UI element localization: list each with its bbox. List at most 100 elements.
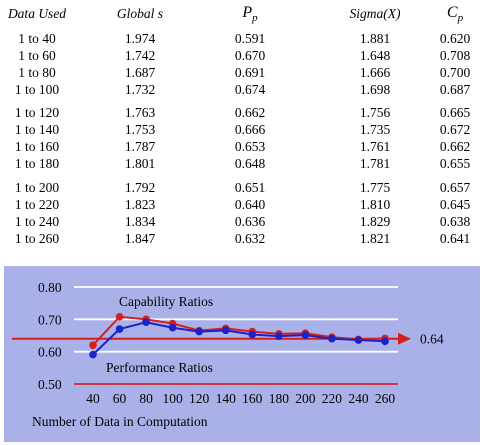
table-cell: 0.632	[234, 231, 266, 246]
header-pp-main: P	[242, 4, 253, 21]
table-cell: 1.834	[124, 214, 156, 229]
table-cell: 1 to 40	[18, 31, 56, 46]
table-cell: 0.648	[234, 156, 266, 171]
x-tick-label: 120	[189, 391, 210, 406]
table-cell: 0.665	[439, 105, 471, 120]
table-cell: 1.792	[124, 180, 156, 195]
table-cell: 1.829	[359, 214, 391, 229]
table-cell: 1.881	[359, 31, 391, 46]
data-point-performance	[115, 325, 124, 333]
table-cell: 0.591	[234, 31, 266, 46]
table-cell: 1 to 120	[14, 105, 60, 120]
y-tick-label: 0.50	[38, 377, 62, 392]
x-axis-title: Number of Data in Computation	[32, 414, 208, 429]
table-cell: 0.687	[439, 82, 471, 97]
table-cell: 1 to 200	[14, 180, 60, 195]
table-cell: 0.708	[439, 48, 471, 63]
x-tick-label: 220	[322, 391, 343, 406]
annotation-performance-ratios: Performance Ratios	[106, 360, 213, 375]
data-point-capability	[115, 312, 124, 321]
x-tick-label: 100	[163, 391, 184, 406]
table-cell: 0.674	[234, 82, 266, 97]
series-line-capability	[92, 315, 386, 346]
table-cell: 1.787	[124, 139, 156, 154]
header-global-s: Global s	[116, 6, 164, 21]
table-cell: 1.742	[124, 48, 156, 63]
table-cell: 0.636	[234, 214, 266, 229]
capability-table: Data Used Global s Pp Sigma(X) Cp 1 to 4…	[7, 4, 475, 246]
table-cell: 0.700	[439, 65, 471, 80]
table-cell: 1 to 160	[14, 139, 60, 154]
data-point-performance	[195, 327, 203, 336]
data-point-performance	[301, 331, 310, 339]
x-tick-label: 260	[375, 391, 396, 406]
table-cell: 1.735	[359, 122, 391, 137]
annotation-capability-ratios: Capability Ratios	[119, 294, 213, 309]
y-tick-label: 0.70	[38, 312, 62, 327]
table-cell: 1.648	[359, 48, 391, 63]
data-point-performance	[89, 350, 97, 359]
header-data-used: Data Used	[7, 6, 67, 21]
table-cell: 0.662	[439, 139, 471, 154]
reference-arrow	[398, 332, 411, 345]
table-cell: 1.801	[124, 156, 156, 171]
table-cell: 0.620	[439, 31, 471, 46]
data-point-performance	[328, 334, 336, 343]
table-cell: 1.756	[359, 105, 391, 120]
header-cp: Cp	[435, 4, 475, 24]
table-cell: 1.761	[359, 139, 391, 154]
table-cell: 0.653	[234, 139, 266, 154]
y-tick-label: 0.60	[38, 345, 62, 360]
series-line-performance	[92, 321, 386, 356]
x-tick-label: 80	[139, 391, 153, 406]
table-cell: 0.641	[439, 231, 471, 246]
table-cell: 1.687	[124, 65, 156, 80]
table-cell: 1.847	[124, 231, 156, 246]
table-cell: 1 to 140	[14, 122, 60, 137]
x-tick-label: 200	[295, 391, 316, 406]
table-cell: 1.821	[359, 231, 391, 246]
y-tick-label: 0.80	[38, 280, 62, 295]
data-point-performance	[275, 332, 283, 340]
table-cell: 1.666	[359, 65, 391, 80]
x-tick-label: 240	[348, 391, 369, 406]
table-cell: 0.655	[439, 156, 471, 171]
table-cell: 1.775	[359, 180, 391, 195]
table-cell: 0.666	[234, 122, 266, 137]
data-point-capability	[89, 341, 97, 349]
table-cell: 1.763	[124, 105, 156, 120]
table-cell: 1 to 180	[14, 156, 60, 171]
table-cell: 0.672	[439, 122, 471, 137]
x-tick-label: 160	[242, 391, 263, 406]
x-tick-label: 60	[113, 391, 127, 406]
table-cell: 0.638	[439, 214, 471, 229]
table-cell: 0.657	[439, 180, 471, 195]
table-cell: 1.823	[124, 197, 156, 212]
data-point-performance	[168, 323, 177, 332]
header-cp-sub: p	[457, 12, 464, 25]
table-cell: 0.691	[234, 65, 266, 80]
table-cell: 1 to 60	[18, 48, 56, 63]
table-cell: 0.651	[234, 180, 266, 195]
header-cp-main: C	[446, 4, 458, 21]
data-point-performance	[221, 326, 230, 335]
table-cell: 1 to 220	[14, 197, 60, 212]
table-cell: 1 to 80	[18, 65, 56, 80]
table-cell: 0.640	[234, 197, 266, 212]
table-cell: 0.662	[234, 105, 266, 120]
table-cell: 1.732	[124, 82, 156, 97]
x-tick-label: 180	[269, 391, 290, 406]
header-pp: Pp	[230, 4, 270, 24]
table-cell: 1.810	[359, 197, 391, 212]
header-pp-sub: p	[252, 12, 258, 25]
table-cell: 0.645	[439, 197, 471, 212]
x-tick-label: 40	[86, 391, 100, 406]
table-cell: 0.670	[234, 48, 266, 63]
table-cell: 1.781	[359, 156, 391, 171]
header-sigma-x: Sigma(X)	[349, 6, 401, 21]
data-point-performance	[381, 337, 389, 346]
chart-panel: 0.80 0.70 0.60 0.50 40 60 80 100 120 140 160 180 200…	[4, 266, 480, 442]
table-cell: 1 to 100	[14, 82, 60, 97]
table-cell: 1 to 240	[14, 214, 60, 229]
data-point-performance	[354, 336, 363, 344]
